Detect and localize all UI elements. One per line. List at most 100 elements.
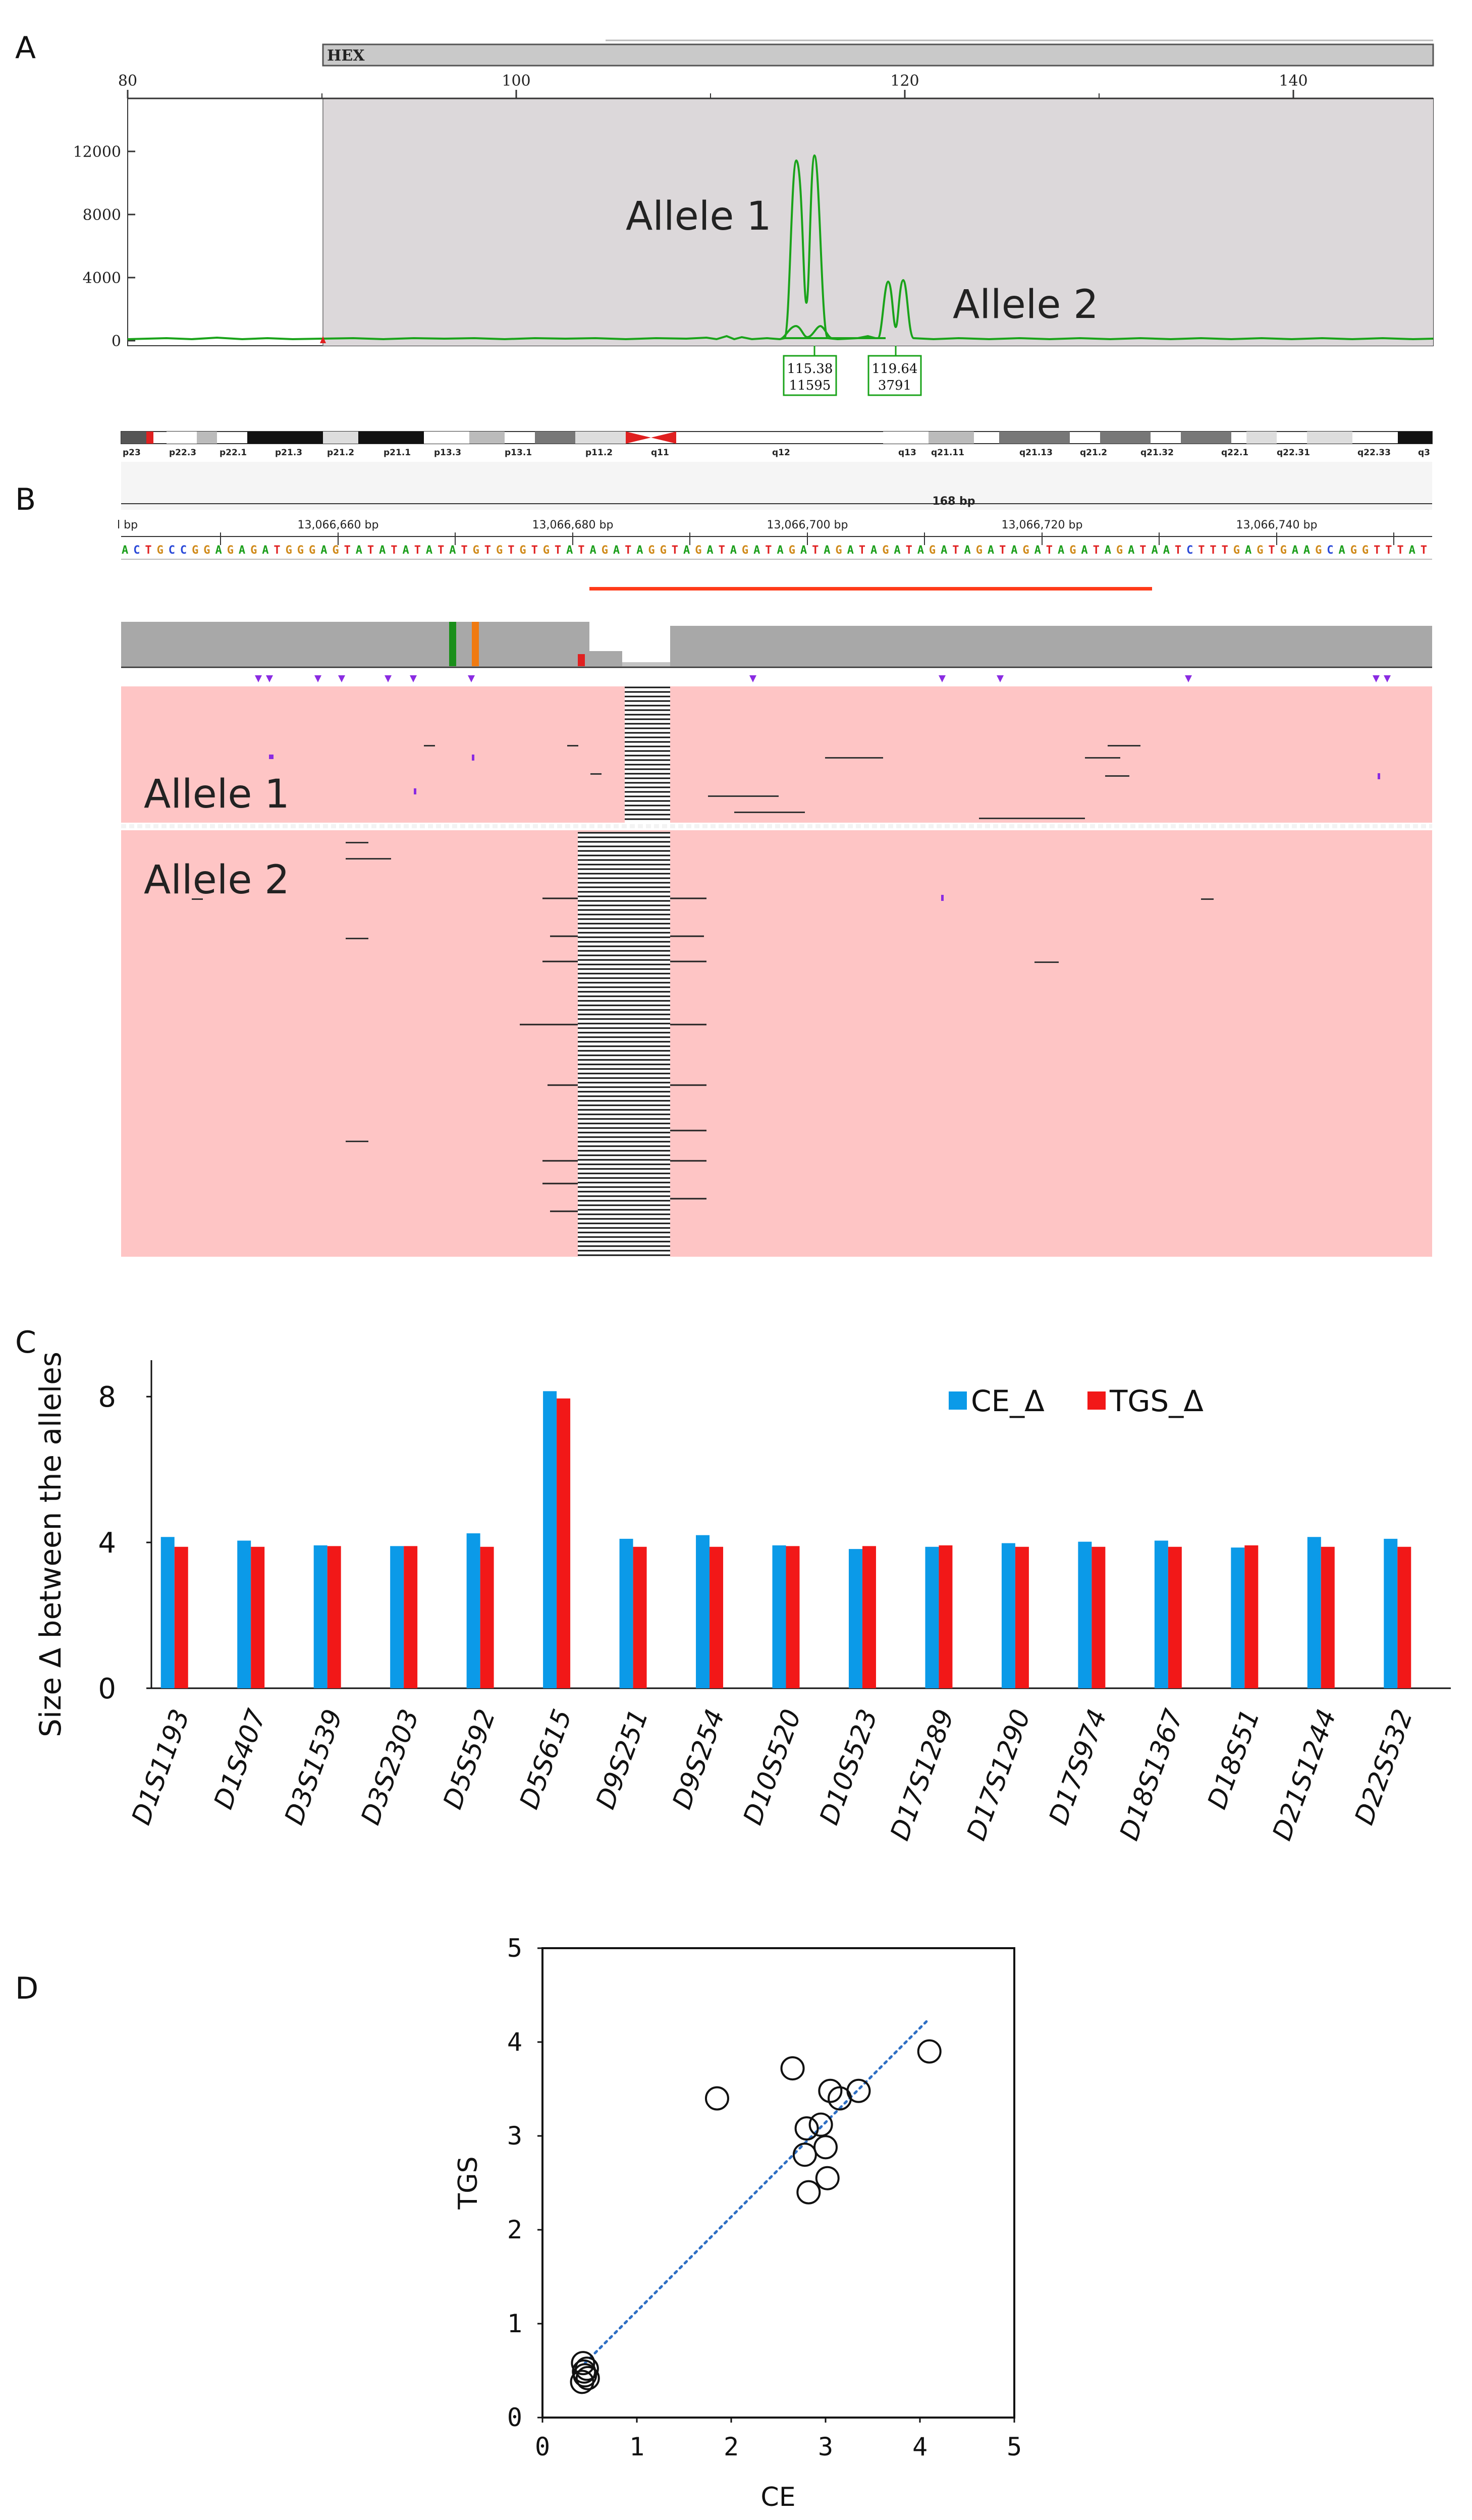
ruler-bg xyxy=(121,462,1432,510)
band xyxy=(929,432,974,444)
read-fragment xyxy=(825,757,883,759)
band xyxy=(323,432,358,444)
sequence-base: A xyxy=(824,544,830,557)
sequence-base: T xyxy=(1175,544,1181,557)
sequence-base: G xyxy=(1350,544,1357,557)
b-allele2-label: Allele 2 xyxy=(144,857,290,903)
peak2-height: 3791 xyxy=(878,378,911,393)
sequence-base: A xyxy=(590,544,596,557)
sequence-base: A xyxy=(1245,544,1251,557)
c-category-label: D18S51 xyxy=(1202,1705,1266,1813)
sequence-base: A xyxy=(1105,544,1111,557)
cytoband-label: p21.1 xyxy=(384,448,411,458)
cytoband-label: p23 xyxy=(123,448,141,458)
d-ytick-label: 3 xyxy=(507,2121,522,2151)
c-ytick-label: 0 xyxy=(98,1673,116,1705)
sequence-base: G xyxy=(192,544,198,557)
sequence-base: A xyxy=(753,544,760,557)
c-y-axis-label: Size Δ between the alleles xyxy=(33,1352,68,1737)
sequence-base: G xyxy=(660,544,667,557)
d-ytick-label: 1 xyxy=(507,2309,522,2338)
allele2-reads-track xyxy=(121,830,1432,1257)
read-fragment xyxy=(1105,775,1129,777)
allele2-read-lines xyxy=(520,832,706,1257)
sequence-base: A xyxy=(356,544,362,557)
sequence-base: C xyxy=(169,544,175,557)
c-category-label: D9S251 xyxy=(590,1705,655,1813)
a-xtick-120: 120 xyxy=(890,72,919,90)
band xyxy=(575,432,626,444)
sequence-base: A xyxy=(894,544,900,557)
sequence-base: T xyxy=(1385,544,1392,557)
sequence-base: T xyxy=(1139,544,1146,557)
sequence-base: T xyxy=(414,544,421,557)
scatter-point xyxy=(815,2166,840,2190)
panel-a: HEX 80 100 120 140 0 4000 xyxy=(73,39,1434,396)
a-ytick-12000: 12000 xyxy=(73,143,121,161)
scatter-point xyxy=(571,2351,595,2376)
allele1-reads-track xyxy=(121,686,1432,823)
allele1-read-lines xyxy=(625,686,670,823)
insertion-marker xyxy=(410,675,417,682)
sequence-base: A xyxy=(683,544,690,557)
bar-tgs-d17s1289 xyxy=(939,1545,953,1688)
sequence-base: G xyxy=(309,544,315,557)
hex-header-bar xyxy=(322,43,1434,67)
c-category-label: D10S520 xyxy=(738,1705,807,1829)
read-fragment xyxy=(979,818,1085,819)
band xyxy=(1246,432,1277,444)
sequence-base: A xyxy=(1128,544,1134,557)
band xyxy=(424,432,469,444)
a-y-axis: 0 4000 8000 12000 xyxy=(73,143,135,350)
hex-label: HEX xyxy=(327,47,365,65)
d-points xyxy=(570,2039,942,2394)
sequence-base: A xyxy=(122,544,128,557)
cytoband-label: q3 xyxy=(1418,448,1430,458)
sequence-base: T xyxy=(1397,544,1403,557)
insertion-marker xyxy=(385,675,392,682)
bar-tgs-d9s251 xyxy=(633,1546,647,1688)
bar-tgs-d3s1539 xyxy=(327,1546,341,1688)
bar-ce-d18s51 xyxy=(1231,1547,1245,1688)
sequence-base: A xyxy=(1081,544,1087,557)
cytoband-label: q22.31 xyxy=(1277,448,1310,458)
bar-tgs-d5s592 xyxy=(480,1546,494,1688)
sequence-base: G xyxy=(929,544,936,557)
bar-ce-d17s974 xyxy=(1078,1541,1092,1688)
c-ytick-label: 4 xyxy=(98,1527,116,1560)
insertion-marker xyxy=(749,675,756,682)
sequence-base: T xyxy=(812,544,819,557)
sequence-base: G xyxy=(1362,544,1369,557)
a-xtick-100: 100 xyxy=(502,72,530,90)
insertion-marker xyxy=(314,675,321,682)
insertion-marker xyxy=(468,675,475,682)
d-plot-frame xyxy=(541,1947,1015,2419)
cytoband-label: p13.1 xyxy=(505,448,532,458)
read-fragment xyxy=(1034,961,1059,963)
d-x-axis-label: CE xyxy=(760,2482,795,2512)
d-y-axis-label: TGS xyxy=(453,2156,483,2210)
scatter-point xyxy=(575,2366,600,2390)
sequence-base: G xyxy=(882,544,889,557)
bar-tgs-d3s2303 xyxy=(404,1546,418,1688)
sequence-base: A xyxy=(239,544,245,557)
sequence-base: G xyxy=(203,544,210,557)
coverage-mismatch-orange xyxy=(472,622,479,666)
c-category-label: D18S1367 xyxy=(1114,1705,1189,1845)
sequence-base: G xyxy=(602,544,608,557)
cytoband-label: p22.3 xyxy=(169,448,196,458)
a-xtick-80: 80 xyxy=(118,72,137,90)
scatter-point xyxy=(792,2142,817,2167)
peak2-size: 119.64 xyxy=(872,361,918,377)
d-ytick-label: 5 xyxy=(507,1934,522,1963)
peak1-box xyxy=(783,355,837,396)
coverage-track xyxy=(121,622,1432,668)
sequence-base: G xyxy=(473,544,479,557)
peak1-height: 11595 xyxy=(789,378,831,393)
insertion-marker xyxy=(1373,675,1380,682)
sequence-base: T xyxy=(1268,544,1275,557)
sequence-base: A xyxy=(1152,544,1158,557)
cytoband-label: q22.1 xyxy=(1221,448,1248,458)
bar-tgs-d9s254 xyxy=(710,1546,724,1688)
cytoband-label: p13.3 xyxy=(434,448,461,458)
